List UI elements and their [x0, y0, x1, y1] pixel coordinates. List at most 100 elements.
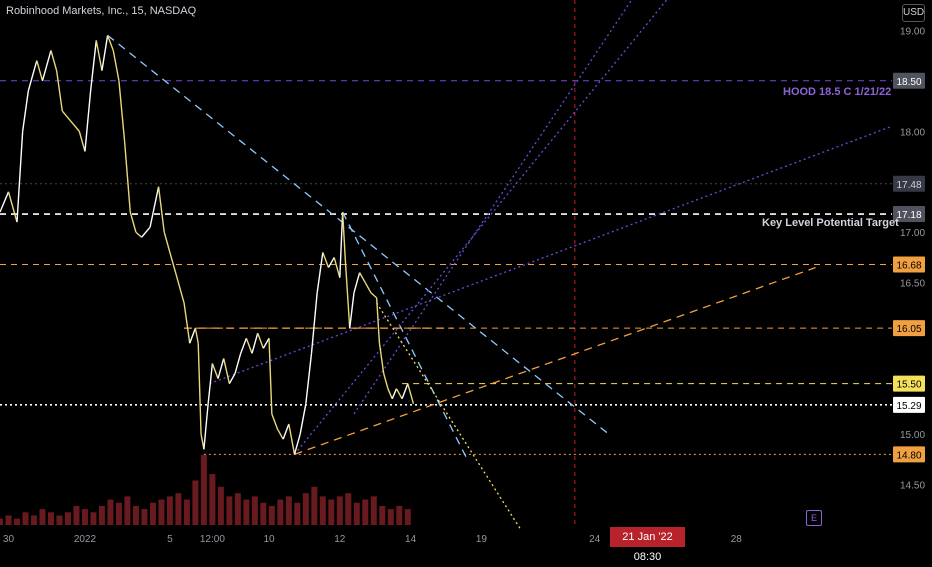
price-segment — [197, 343, 202, 435]
x-tick-label: 24 — [589, 534, 601, 545]
price-badge-label: 16.68 — [896, 261, 921, 272]
volume-bar — [302, 493, 309, 525]
price-segment — [194, 327, 199, 344]
price-segment — [293, 433, 301, 455]
volume-bar — [47, 512, 54, 525]
price-segment — [299, 403, 307, 435]
x-tick-label: 12:00 — [200, 534, 225, 545]
chart-title: Robinhood Markets, Inc., 15, NASDAQ — [6, 5, 197, 17]
volume-bar — [107, 499, 114, 525]
price-badge-label: 15.29 — [896, 401, 921, 412]
price-segment — [271, 413, 279, 430]
price-segment — [84, 90, 92, 152]
volume-bar — [285, 496, 292, 525]
price-series — [0, 35, 415, 455]
price-segment — [349, 292, 355, 329]
annotation-key-level[interactable]: Key Level Potential Target — [762, 217, 899, 229]
price-segment — [395, 388, 403, 400]
price-segment — [359, 272, 366, 284]
volume-bar — [362, 499, 369, 525]
price-segment — [55, 70, 63, 112]
y-tick-label: 15.00 — [900, 430, 925, 441]
annotation-hood-call[interactable]: HOOD 18.5 C 1/21/22 — [783, 86, 892, 98]
price-segment — [174, 272, 185, 304]
price-segment — [157, 186, 165, 233]
price-segment — [95, 40, 103, 71]
currency-button[interactable]: USD — [902, 4, 925, 22]
price-segment — [50, 50, 58, 71]
x-tick-label: 14 — [405, 534, 417, 545]
volume-bar — [277, 499, 284, 525]
volume-bar — [115, 502, 122, 525]
volume-bar — [158, 499, 165, 525]
volume-bar — [234, 493, 241, 525]
price-badge-label: 17.18 — [896, 210, 921, 221]
price-badge — [893, 375, 925, 392]
volume-bar — [311, 486, 318, 525]
volume-bar — [226, 496, 233, 525]
trend-line[interactable] — [293, 0, 708, 455]
volume-bar — [64, 512, 71, 525]
price-chart[interactable]: 19.00 18.00 17.00 16.50 15.00 14.50 30 2022 5 12:… — [0, 0, 932, 550]
price-segment — [41, 50, 52, 81]
price-badge-label: 16.05 — [896, 324, 921, 335]
price-segment — [36, 60, 44, 81]
price-segment — [101, 35, 109, 71]
volume-bar — [149, 502, 156, 525]
price-segment — [327, 257, 335, 268]
price-segment — [333, 257, 341, 278]
volume-bar — [260, 502, 267, 525]
price-segment — [123, 141, 131, 213]
price-segment — [163, 232, 171, 253]
price-badge — [893, 175, 925, 192]
price-segment — [135, 231, 143, 238]
price-segment — [203, 403, 209, 450]
trend-line[interactable] — [353, 0, 665, 415]
price-segment — [118, 80, 126, 142]
volume-bar — [217, 486, 224, 525]
volume-bar — [56, 515, 63, 525]
y-tick-label: 16.50 — [900, 279, 925, 290]
volume-bar — [353, 502, 360, 525]
volume-bar — [81, 509, 88, 525]
price-segment — [106, 35, 114, 51]
trend-line[interactable] — [209, 125, 893, 385]
trend-line[interactable] — [342, 211, 468, 460]
price-segment — [16, 131, 24, 223]
price-badge — [893, 206, 925, 223]
price-segment — [129, 211, 137, 233]
x-tick-label: 19 — [476, 534, 488, 545]
volume-bar — [73, 505, 80, 525]
price-segment — [262, 337, 270, 349]
volume-bar — [328, 499, 335, 525]
price-segment — [407, 383, 415, 405]
price-segment — [322, 252, 330, 268]
price-segment — [149, 186, 160, 228]
price-segment — [282, 423, 290, 440]
volume-bar — [396, 505, 403, 525]
price-segment — [316, 252, 324, 293]
price-segment — [61, 110, 72, 122]
volume-bar — [166, 496, 173, 525]
price-badge — [893, 446, 925, 463]
price-segment — [189, 327, 197, 344]
price-segment — [383, 373, 389, 389]
x-tick-label: 12 — [334, 534, 346, 545]
price-segment — [387, 388, 393, 400]
price-segment — [234, 353, 242, 374]
price-segment — [207, 363, 214, 404]
price-segment — [245, 337, 253, 354]
price-segment — [401, 383, 409, 400]
volume-bar — [22, 512, 29, 525]
volume-bar — [294, 502, 301, 525]
horizontal-levels[interactable] — [0, 80, 892, 455]
events-icon[interactable]: E — [806, 510, 822, 526]
price-segment — [112, 50, 120, 81]
price-segment — [200, 434, 205, 450]
x-tick-label: 10 — [263, 534, 275, 545]
trend-lines[interactable] — [107, 0, 893, 531]
crosshair-time-label: 21 Jan '22 08:30 — [610, 527, 685, 563]
trend-line[interactable] — [107, 34, 610, 435]
volume-bar — [387, 509, 394, 525]
